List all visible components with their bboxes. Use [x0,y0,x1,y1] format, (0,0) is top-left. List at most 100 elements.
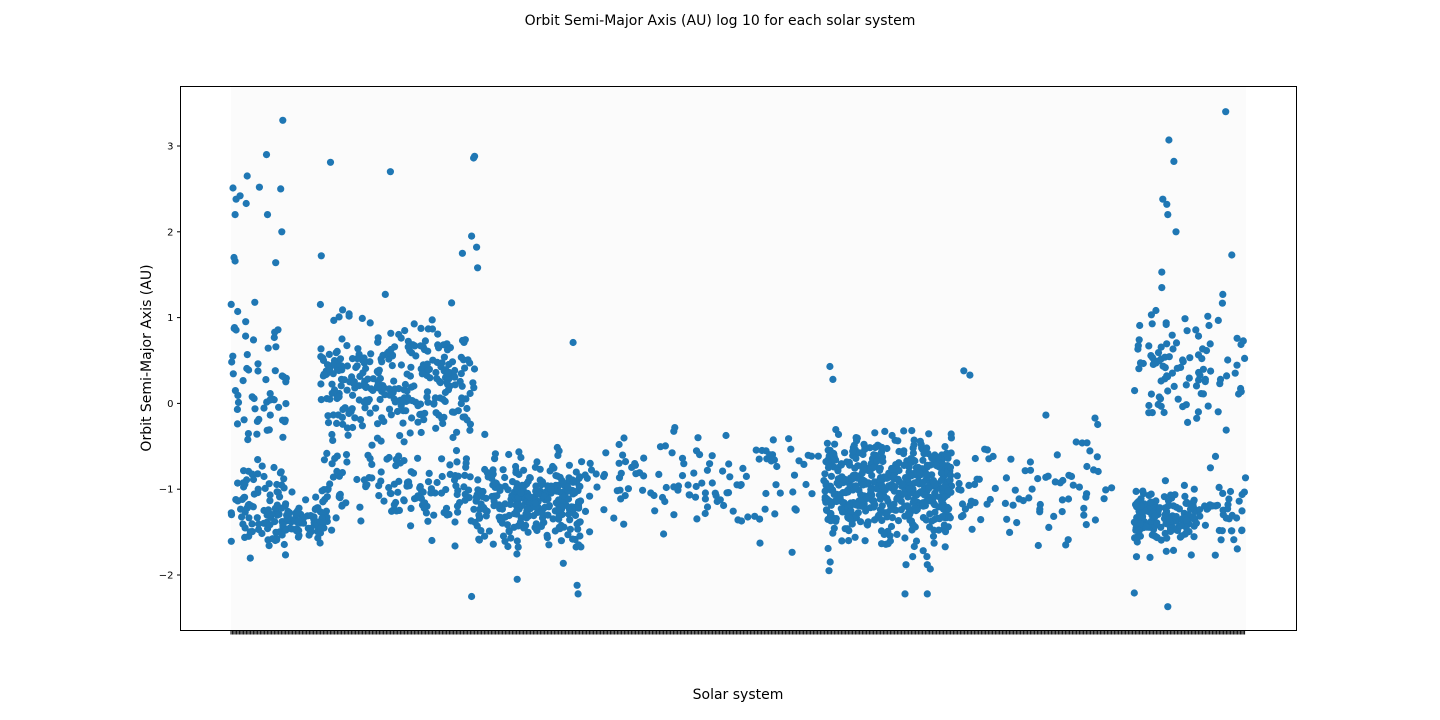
data-point-outlier [262,151,271,159]
data-point [1075,483,1083,491]
data-point [1216,380,1224,388]
data-point [761,505,769,513]
data-point [378,414,386,422]
data-point [566,516,574,524]
data-point [929,532,938,540]
data-point [703,503,712,511]
data-point-outlier [468,592,476,601]
data-point [564,531,572,539]
data-point [281,551,290,559]
data-point [373,434,382,442]
data-point [475,536,483,544]
data-point [867,486,875,494]
data-point [489,466,497,474]
data-point [451,518,459,526]
data-point [481,465,489,474]
data-point [910,496,918,504]
data-point [878,540,886,548]
data-point [403,370,411,378]
data-point [499,466,507,474]
data-point [832,426,840,434]
data-point [387,329,395,337]
data-point-outlier [1172,228,1180,236]
data-point [396,432,404,440]
data-point [452,447,461,455]
data-point [544,511,552,519]
data-point [694,434,702,442]
data-point [1025,494,1033,502]
data-point [1201,521,1209,529]
data-point [246,528,254,536]
data-point [910,441,918,449]
data-point [294,517,303,525]
data-point [320,370,328,378]
data-point [557,537,566,545]
data-point [331,454,339,463]
data-point [1192,326,1200,334]
data-point [824,446,832,454]
data-point [808,490,816,498]
data-point [403,387,411,395]
data-point [395,477,403,485]
data-point [466,389,474,398]
data-point [923,553,931,561]
data-point [417,324,425,332]
data-point [274,326,282,334]
data-point [1201,378,1209,386]
y-tick-label: 3 [167,142,173,153]
data-point [264,506,272,514]
data-point-outlier [826,362,834,371]
data-point [271,367,279,375]
data-point [248,520,256,528]
data-point [575,498,583,506]
data-point [504,486,512,494]
data-point-outlier [458,249,466,257]
data-point [571,488,579,496]
data-point [444,369,452,377]
data-point [1147,352,1155,360]
data-point [1211,452,1220,460]
data-point [369,375,377,383]
data-point-outlier [468,232,476,240]
data-point [505,450,513,459]
data-point [311,505,319,513]
data-point [1168,331,1176,339]
data-point [752,446,760,454]
data-point [834,467,842,475]
data-point [388,362,396,370]
data-point [397,361,405,369]
data-point [671,424,679,432]
data-point [856,518,865,526]
data-point [873,457,881,465]
data-point [1051,478,1059,486]
data-point [900,461,908,469]
data-point-outlier [317,252,325,260]
data-point [1202,347,1211,355]
data-point [1011,486,1019,494]
data-point [239,377,247,385]
data-point [701,509,709,518]
data-point [910,542,918,551]
data-point [1192,382,1201,390]
data-point [1165,515,1173,523]
data-point [254,360,262,368]
data-point [919,456,927,464]
data-point [400,438,408,446]
data-point [435,344,443,352]
data-point-outlier [474,264,482,272]
data-point [431,394,439,402]
data-point [385,484,393,492]
data-point [430,511,438,519]
data-point [684,481,692,489]
data-point [229,370,237,378]
data-point [421,337,429,345]
data-point [991,484,999,492]
data-point [329,436,337,444]
data-point [390,501,398,509]
data-point [428,316,436,324]
data-point-outlier [1130,589,1138,597]
data-point [1086,447,1094,455]
data-point [1175,505,1183,513]
y-tick-label: 2 [167,227,173,238]
